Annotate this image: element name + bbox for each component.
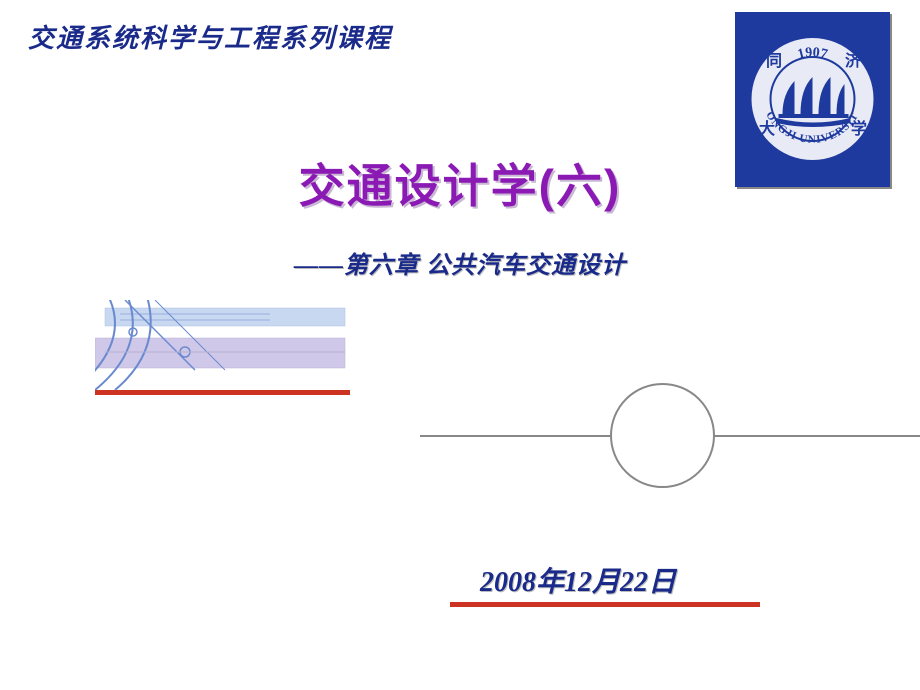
presentation-date: 2008年12月22日	[480, 560, 676, 600]
svg-text:济: 济	[845, 51, 862, 70]
decorative-circle	[610, 383, 715, 488]
svg-text:同: 同	[766, 52, 782, 70]
red-underline-left	[95, 390, 350, 395]
chapter-subtitle: ——第六章 公共汽车交通设计	[0, 245, 920, 280]
main-title: 交通设计学(六)	[0, 150, 920, 216]
red-underline-date	[450, 602, 760, 607]
course-series-label: 交通系统科学与工程系列课程	[28, 18, 392, 55]
decorative-graphic	[95, 300, 350, 390]
